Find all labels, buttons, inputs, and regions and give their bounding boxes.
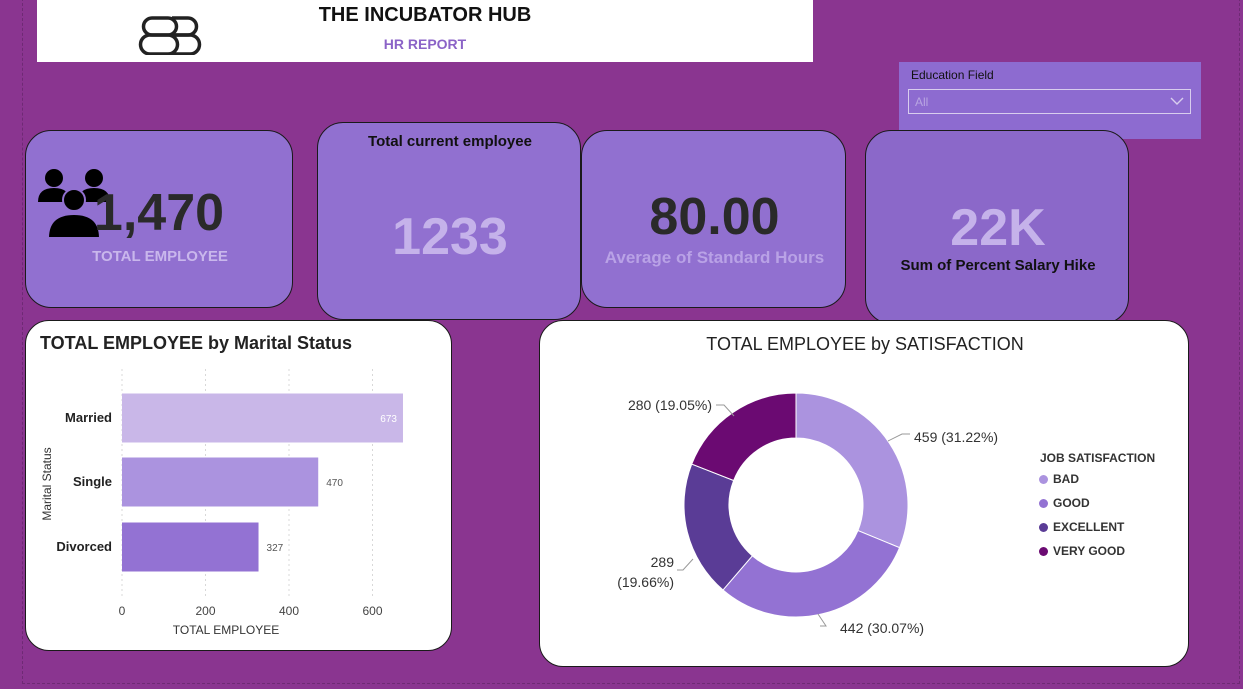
- total-employee-label: TOTAL EMPLOYEE: [92, 248, 228, 265]
- report-title: THE INCUBATOR HUB: [318, 4, 532, 26]
- slice-data-label: 459 (31.22%): [914, 429, 998, 445]
- legend-label: EXCELLENT: [1053, 520, 1125, 534]
- report-header: THE INCUBATOR HUB HR REPORT: [37, 0, 813, 62]
- legend-dot: [1039, 546, 1048, 556]
- people-icon: [38, 169, 110, 239]
- slicer-label: Education Field: [911, 68, 994, 82]
- bar-data-label: 327: [267, 543, 284, 554]
- leader-line: [887, 433, 910, 442]
- marital-status-chart-panel[interactable]: TOTAL EMPLOYEE by Marital Status 0 200 400…: [25, 320, 452, 651]
- donut-slice-good: [722, 529, 901, 618]
- x-tick-label: 200: [195, 604, 215, 618]
- canvas-border: [22, 0, 1240, 684]
- education-field-dropdown[interactable]: All: [908, 89, 1191, 114]
- salary-hike-label: Sum of Percent Salary Hike: [900, 257, 1096, 274]
- legend-item-bad[interactable]: BAD: [1039, 472, 1079, 486]
- leader-line: [677, 558, 694, 571]
- legend-dot: [1039, 474, 1048, 484]
- current-employee-title: Total current employee: [368, 133, 532, 150]
- x-tick-label: 600: [362, 604, 382, 618]
- slice-data-label: 442 (30.07%): [840, 620, 924, 636]
- legend-title: JOB SATISFACTION: [1040, 451, 1156, 465]
- report-subtitle: HR REPORT: [383, 36, 467, 52]
- legend-dot: [1039, 522, 1048, 532]
- bar-data-label: 470: [326, 478, 343, 489]
- bb-logo-icon: [138, 16, 202, 55]
- slice-data-label: (19.66%): [617, 574, 674, 590]
- total-employee-card[interactable]: 1,470 TOTAL EMPLOYEE: [25, 130, 293, 308]
- donut-slice-bad: [795, 392, 909, 549]
- x-tick-label: 0: [119, 604, 126, 618]
- current-employee-value: 1233: [392, 208, 508, 266]
- standard-hours-card[interactable]: 80.00 Average of Standard Hours: [581, 130, 846, 308]
- legend-label: BAD: [1053, 472, 1079, 486]
- donut-slice-very-good: [691, 392, 797, 482]
- leader-line: [817, 613, 827, 627]
- legend-item-excellent[interactable]: EXCELLENT: [1039, 520, 1124, 534]
- x-tick-label: 400: [279, 604, 299, 618]
- slicer-selected-value: All: [915, 95, 929, 109]
- slice-data-label: 280 (19.05%): [628, 397, 712, 413]
- salary-hike-value: 22K: [950, 199, 1046, 257]
- slice-data-label: 289: [651, 554, 675, 570]
- education-field-slicer[interactable]: Education Field All: [899, 62, 1201, 139]
- marital-status-bar-chart: 0 200 400 600 Married 673 Single 470 Divorced 327…: [40, 369, 403, 637]
- x-axis-title: TOTAL EMPLOYEE: [173, 623, 279, 637]
- bar-married: [122, 393, 403, 443]
- chevron-down-icon[interactable]: [1170, 94, 1184, 108]
- y-category-label: Divorced: [56, 539, 112, 554]
- satisfaction-donut-chart: 459 (31.22%) 442 (30.07%) 289 (19.66%) 280 (…: [617, 392, 998, 636]
- bar-single: [122, 457, 319, 507]
- bar-divorced: [122, 522, 259, 572]
- standard-hours-value: 80.00: [649, 188, 780, 246]
- bar-data-label: 673: [380, 414, 397, 425]
- legend-dot: [1039, 498, 1048, 508]
- legend-label: VERY GOOD: [1053, 544, 1126, 558]
- legend-item-good[interactable]: GOOD: [1039, 496, 1090, 510]
- leader-line: [716, 404, 735, 417]
- total-current-employee-card[interactable]: Total current employee 1233: [317, 122, 581, 320]
- satisfaction-chart-panel[interactable]: TOTAL EMPLOYEE by SATISFACTION 459 (31.2…: [539, 320, 1189, 667]
- legend-item-very-good[interactable]: VERY GOOD: [1039, 544, 1125, 558]
- donut-chart-title: TOTAL EMPLOYEE by SATISFACTION: [706, 334, 1024, 354]
- y-axis-title: Marital Status: [40, 447, 54, 520]
- y-category-label: Married: [65, 410, 112, 425]
- legend-label: GOOD: [1053, 496, 1090, 510]
- y-category-label: Single: [73, 474, 112, 489]
- bar-chart-title: TOTAL EMPLOYEE by Marital Status: [40, 333, 353, 353]
- total-employee-value: 1,470: [93, 184, 225, 242]
- standard-hours-label: Average of Standard Hours: [604, 248, 825, 267]
- salary-hike-card[interactable]: 22K Sum of Percent Salary Hike: [865, 130, 1129, 324]
